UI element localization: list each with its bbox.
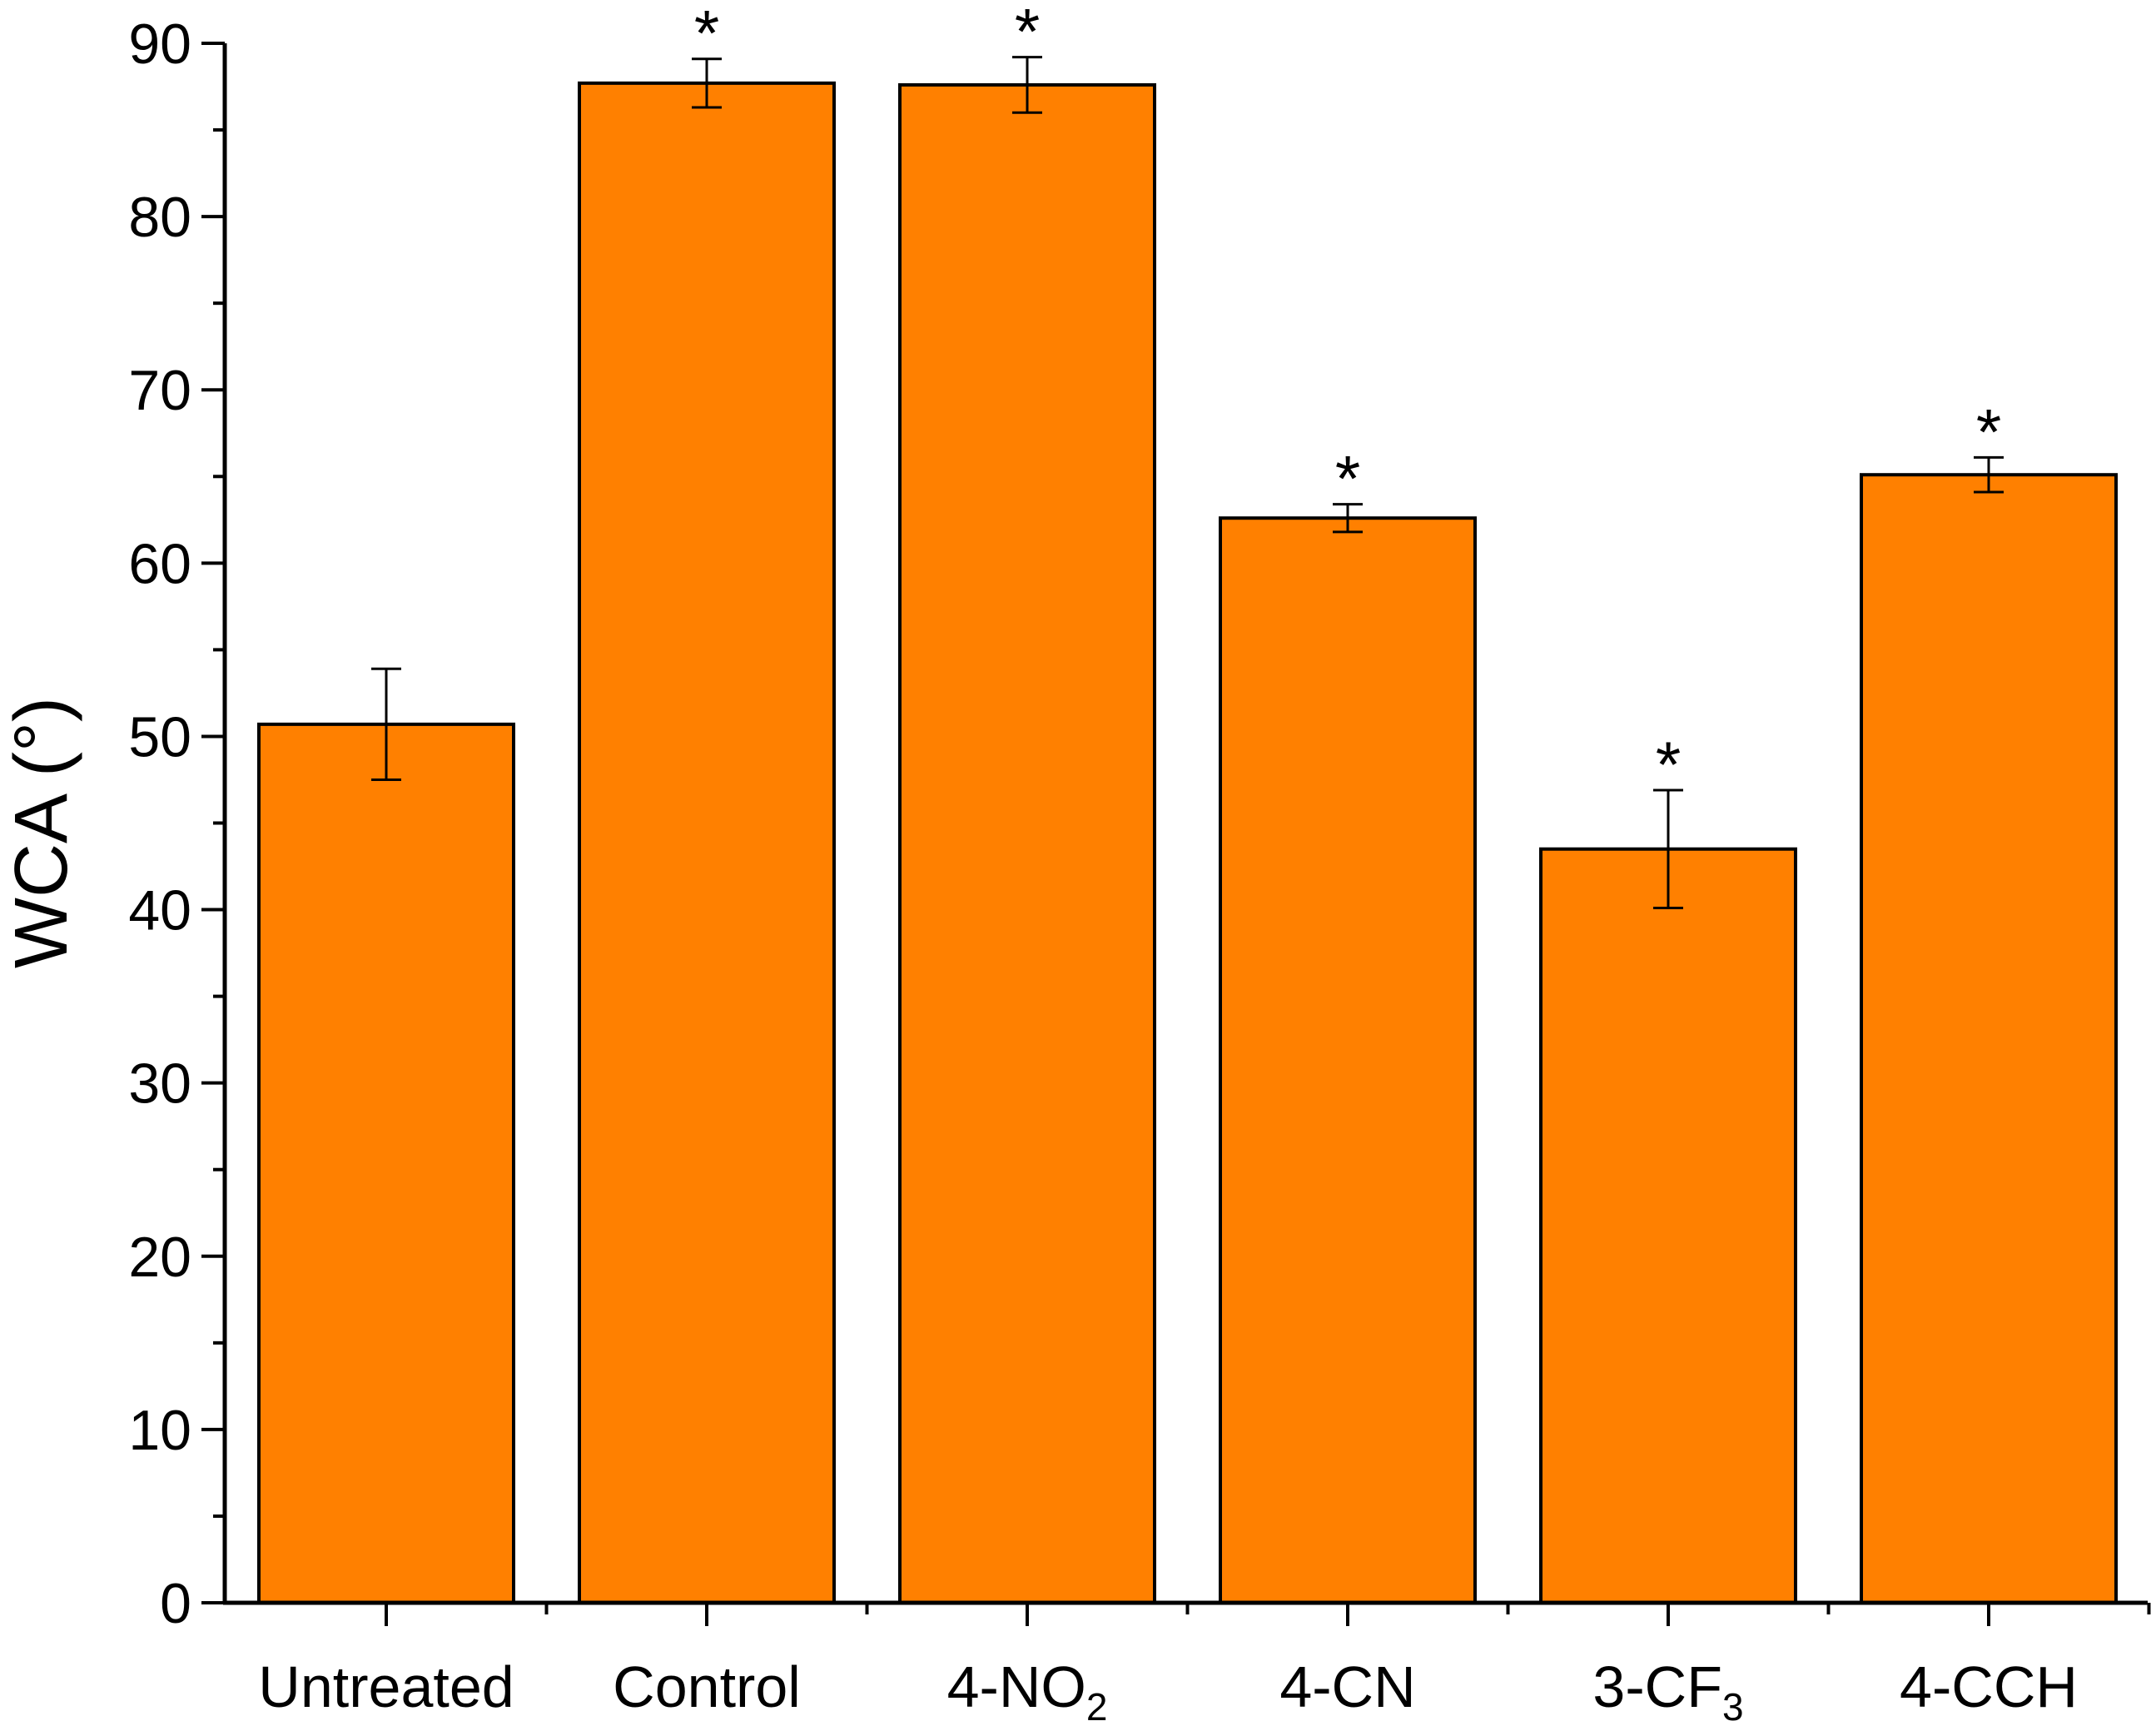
significance-marker: * bbox=[694, 0, 719, 70]
bars-layer: * * * * * bbox=[257, 0, 2118, 1605]
y-tick-label: 20 bbox=[128, 1226, 191, 1289]
y-tick-label: 70 bbox=[128, 359, 191, 422]
bar-4-CCH bbox=[1860, 473, 2118, 1604]
y-axis-label: WCA (°) bbox=[0, 697, 83, 968]
x-tick-label: 4-NO2 bbox=[947, 1654, 1108, 1729]
y-tick-label: 40 bbox=[128, 879, 191, 943]
axes-layer: 0 10 20 30 40 50 60 70 80 90 Untreated Control 4-NO2… bbox=[128, 12, 2151, 1729]
x-tick-label: Untreated bbox=[258, 1654, 514, 1719]
significance-marker: * bbox=[1656, 728, 1681, 801]
significance-marker: * bbox=[1335, 442, 1360, 515]
bar-4-NO2 bbox=[898, 82, 1156, 1605]
significance-marker: * bbox=[1976, 395, 2001, 468]
bar-Untreated bbox=[257, 722, 515, 1604]
y-tick-label: 0 bbox=[160, 1572, 191, 1635]
y-tick-label: 90 bbox=[128, 12, 191, 76]
x-tick-label: Control bbox=[613, 1654, 801, 1719]
y-tick-label: 50 bbox=[128, 705, 191, 769]
y-tick-label: 10 bbox=[128, 1399, 191, 1462]
bar-3-CF3 bbox=[1539, 847, 1797, 1604]
x-tick-label: 4-CN bbox=[1279, 1654, 1415, 1719]
bar-Control bbox=[578, 81, 836, 1604]
y-tick-label: 30 bbox=[128, 1052, 191, 1116]
bar-4-CN bbox=[1219, 516, 1477, 1604]
x-tick-label: 3-CF3 bbox=[1592, 1654, 1743, 1729]
y-tick-label: 60 bbox=[128, 532, 191, 595]
significance-marker: * bbox=[1015, 0, 1040, 68]
x-tick-label: 4-CCH bbox=[1900, 1654, 2078, 1719]
y-tick-label: 80 bbox=[128, 186, 191, 249]
